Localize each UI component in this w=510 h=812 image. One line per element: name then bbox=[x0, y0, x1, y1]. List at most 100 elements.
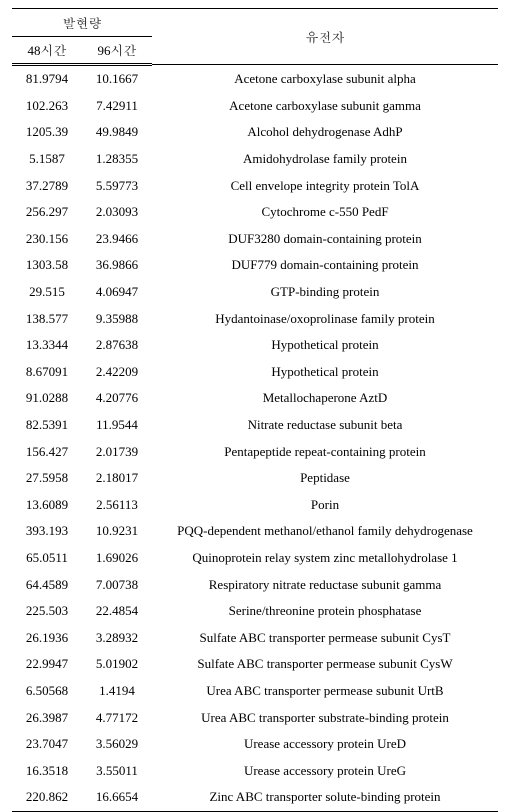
cell-gene: Hypothetical protein bbox=[152, 332, 498, 359]
cell-96h: 2.42209 bbox=[82, 359, 152, 386]
table-row: 65.05111.69026Quinoprotein relay system … bbox=[12, 545, 498, 572]
cell-gene: Porin bbox=[152, 492, 498, 519]
cell-96h: 3.28932 bbox=[82, 624, 152, 651]
cell-gene: Acetone carboxylase subunit alpha bbox=[152, 65, 498, 93]
cell-48h: 156.427 bbox=[12, 438, 82, 465]
cell-96h: 5.59773 bbox=[82, 172, 152, 199]
cell-gene: Sulfate ABC transporter permease subunit… bbox=[152, 624, 498, 651]
cell-48h: 393.193 bbox=[12, 518, 82, 545]
table-body: 81.979410.1667Acetone carboxylase subuni… bbox=[12, 65, 498, 812]
cell-48h: 22.9947 bbox=[12, 651, 82, 678]
cell-gene: Alcohol dehydrogenase AdhP bbox=[152, 119, 498, 146]
cell-gene: Acetone carboxylase subunit gamma bbox=[152, 93, 498, 120]
cell-gene: Hydantoinase/oxoprolinase family protein bbox=[152, 305, 498, 332]
cell-48h: 82.5391 bbox=[12, 412, 82, 439]
table-row: 23.70473.56029Urease accessory protein U… bbox=[12, 731, 498, 758]
cell-96h: 7.42911 bbox=[82, 93, 152, 120]
cell-48h: 1205.39 bbox=[12, 119, 82, 146]
cell-gene: Respiratory nitrate reductase subunit ga… bbox=[152, 571, 498, 598]
cell-gene: Pentapeptide repeat-containing protein bbox=[152, 438, 498, 465]
table-row: 156.4272.01739Pentapeptide repeat-contai… bbox=[12, 438, 498, 465]
cell-96h: 2.03093 bbox=[82, 199, 152, 226]
table-row: 8.670912.42209Hypothetical protein bbox=[12, 359, 498, 386]
cell-gene: Hypothetical protein bbox=[152, 359, 498, 386]
cell-gene: Cytochrome c-550 PedF bbox=[152, 199, 498, 226]
cell-48h: 138.577 bbox=[12, 305, 82, 332]
cell-48h: 220.862 bbox=[12, 784, 82, 812]
cell-48h: 225.503 bbox=[12, 598, 82, 625]
cell-96h: 3.56029 bbox=[82, 731, 152, 758]
cell-96h: 2.56113 bbox=[82, 492, 152, 519]
cell-48h: 5.1587 bbox=[12, 146, 82, 173]
table-row: 13.60892.56113Porin bbox=[12, 492, 498, 519]
table-row: 5.15871.28355Amidohydrolase family prote… bbox=[12, 146, 498, 173]
table-row: 91.02884.20776Metallochaperone AztD bbox=[12, 385, 498, 412]
table-row: 230.15623.9466DUF3280 domain-containing … bbox=[12, 226, 498, 253]
cell-gene: Sulfate ABC transporter permease subunit… bbox=[152, 651, 498, 678]
table-row: 22.99475.01902Sulfate ABC transporter pe… bbox=[12, 651, 498, 678]
cell-gene: Urease accessory protein UreG bbox=[152, 757, 498, 784]
cell-96h: 22.4854 bbox=[82, 598, 152, 625]
cell-96h: 4.06947 bbox=[82, 279, 152, 306]
cell-gene: Metallochaperone AztD bbox=[152, 385, 498, 412]
table-row: 26.19363.28932Sulfate ABC transporter pe… bbox=[12, 624, 498, 651]
cell-96h: 10.9231 bbox=[82, 518, 152, 545]
cell-48h: 64.4589 bbox=[12, 571, 82, 598]
table-row: 138.5779.35988Hydantoinase/oxoprolinase … bbox=[12, 305, 498, 332]
cell-gene: PQQ-dependent methanol/ethanol family de… bbox=[152, 518, 498, 545]
cell-96h: 49.9849 bbox=[82, 119, 152, 146]
cell-96h: 16.6654 bbox=[82, 784, 152, 812]
cell-gene: Amidohydrolase family protein bbox=[152, 146, 498, 173]
table-row: 26.39874.77172Urea ABC transporter subst… bbox=[12, 704, 498, 731]
table-row: 1205.3949.9849Alcohol dehydrogenase AdhP bbox=[12, 119, 498, 146]
cell-48h: 65.0511 bbox=[12, 545, 82, 572]
cell-gene: Urease accessory protein UreD bbox=[152, 731, 498, 758]
cell-48h: 27.5958 bbox=[12, 465, 82, 492]
table-row: 220.86216.6654Zinc ABC transporter solut… bbox=[12, 784, 498, 812]
cell-96h: 4.20776 bbox=[82, 385, 152, 412]
cell-96h: 7.00738 bbox=[82, 571, 152, 598]
cell-96h: 1.69026 bbox=[82, 545, 152, 572]
cell-gene: Urea ABC transporter permease subunit Ur… bbox=[152, 678, 498, 705]
cell-96h: 3.55011 bbox=[82, 757, 152, 784]
cell-48h: 256.297 bbox=[12, 199, 82, 226]
cell-gene: DUF779 domain-containing protein bbox=[152, 252, 498, 279]
cell-48h: 8.67091 bbox=[12, 359, 82, 386]
cell-48h: 81.9794 bbox=[12, 65, 82, 93]
cell-96h: 2.01739 bbox=[82, 438, 152, 465]
header-48h: 48시간 bbox=[12, 37, 82, 65]
cell-96h: 36.9866 bbox=[82, 252, 152, 279]
table-header: 발현량 유전자 48시간 96시간 bbox=[12, 9, 498, 65]
cell-gene: GTP-binding protein bbox=[152, 279, 498, 306]
table-row: 81.979410.1667Acetone carboxylase subuni… bbox=[12, 65, 498, 93]
table-row: 29.5154.06947GTP-binding protein bbox=[12, 279, 498, 306]
cell-gene: Cell envelope integrity protein TolA bbox=[152, 172, 498, 199]
cell-48h: 37.2789 bbox=[12, 172, 82, 199]
cell-48h: 29.515 bbox=[12, 279, 82, 306]
cell-48h: 91.0288 bbox=[12, 385, 82, 412]
header-96h: 96시간 bbox=[82, 37, 152, 65]
cell-96h: 1.28355 bbox=[82, 146, 152, 173]
table-row: 225.50322.4854Serine/threonine protein p… bbox=[12, 598, 498, 625]
header-gene: 유전자 bbox=[152, 9, 498, 65]
cell-48h: 6.50568 bbox=[12, 678, 82, 705]
cell-96h: 2.18017 bbox=[82, 465, 152, 492]
cell-96h: 10.1667 bbox=[82, 65, 152, 93]
cell-96h: 11.9544 bbox=[82, 412, 152, 439]
cell-96h: 4.77172 bbox=[82, 704, 152, 731]
table-row: 82.539111.9544Nitrate reductase subunit … bbox=[12, 412, 498, 439]
table-row: 6.505681.4194Urea ABC transporter permea… bbox=[12, 678, 498, 705]
cell-gene: Urea ABC transporter substrate-binding p… bbox=[152, 704, 498, 731]
table-row: 27.59582.18017Peptidase bbox=[12, 465, 498, 492]
cell-96h: 2.87638 bbox=[82, 332, 152, 359]
cell-48h: 13.3344 bbox=[12, 332, 82, 359]
cell-gene: Zinc ABC transporter solute-binding prot… bbox=[152, 784, 498, 812]
cell-48h: 16.3518 bbox=[12, 757, 82, 784]
cell-48h: 23.7047 bbox=[12, 731, 82, 758]
cell-48h: 26.3987 bbox=[12, 704, 82, 731]
cell-gene: Nitrate reductase subunit beta bbox=[152, 412, 498, 439]
table-row: 102.2637.42911Acetone carboxylase subuni… bbox=[12, 93, 498, 120]
cell-96h: 23.9466 bbox=[82, 226, 152, 253]
cell-96h: 5.01902 bbox=[82, 651, 152, 678]
cell-48h: 26.1936 bbox=[12, 624, 82, 651]
